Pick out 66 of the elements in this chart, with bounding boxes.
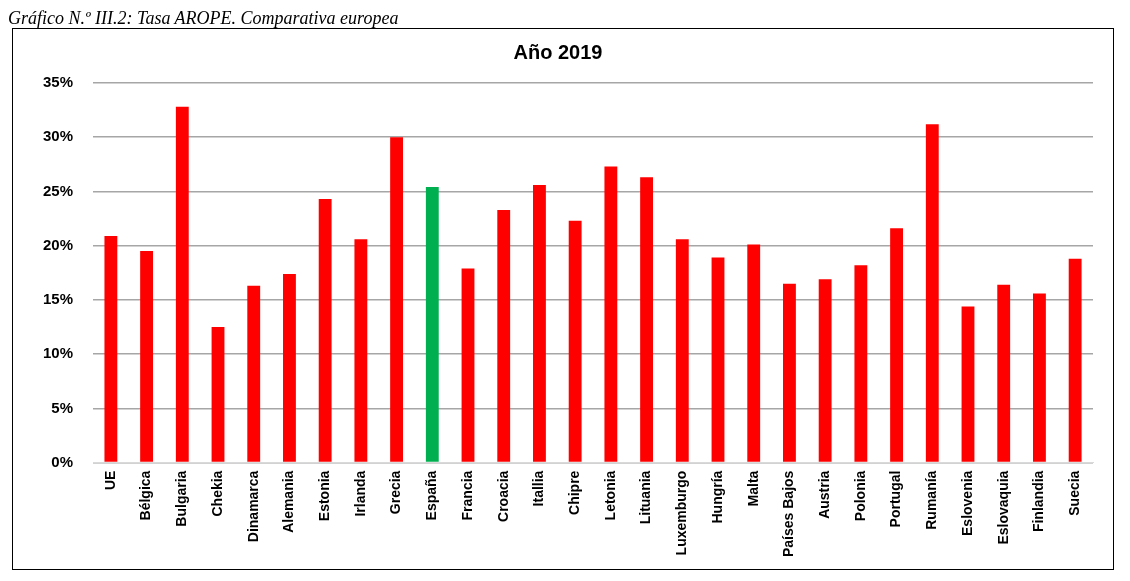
x-tick-label: Grecia [387, 470, 404, 515]
y-tick-label: 5% [51, 398, 74, 416]
x-tick-label: Eslovaquia [994, 470, 1011, 545]
bar [604, 166, 618, 462]
x-tick-label: España [423, 470, 440, 521]
bar [1033, 293, 1046, 462]
bar [818, 279, 832, 462]
y-tick-label: 15% [42, 290, 74, 308]
x-tick-label: Austria [816, 470, 833, 519]
bar [175, 106, 189, 462]
x-tick-label: Alemania [280, 470, 297, 533]
bar [247, 285, 261, 462]
bar [675, 239, 689, 462]
x-tick-label: Hungría [708, 470, 725, 524]
bar [783, 283, 796, 462]
x-tick-label: Chekia [208, 470, 225, 517]
bar [211, 327, 225, 462]
bar [104, 235, 118, 462]
bar [497, 209, 511, 462]
x-tick-label: Itallia [530, 470, 547, 507]
bar [354, 239, 368, 462]
x-tick-label: Portugal [887, 470, 904, 528]
bar [961, 306, 975, 462]
bar [461, 268, 475, 462]
x-tick-label: Finlandia [1030, 470, 1047, 533]
x-tick-label: Países Bajos [780, 470, 797, 557]
x-tick-label: UE [101, 470, 118, 491]
bar [1068, 258, 1082, 462]
x-tick-label: Lituania [637, 470, 654, 525]
y-tick-label: 20% [42, 235, 74, 253]
x-tick-label: Chipre [566, 470, 583, 515]
bar [925, 124, 939, 462]
x-tick-label: Suecia [1066, 470, 1082, 516]
y-tick-label: 30% [42, 127, 74, 145]
y-tick-label: 0% [51, 452, 74, 470]
x-tick-label: Malta [744, 470, 761, 507]
x-tick-label: Francia [458, 470, 475, 521]
y-tick-label: 25% [42, 181, 74, 199]
x-tick-label: Eslovenia [958, 470, 975, 536]
y-tick-label: 10% [42, 344, 74, 362]
bar [711, 257, 725, 462]
x-tick-label: Croacia [494, 470, 511, 522]
bar [890, 228, 903, 462]
x-tick-label: Bélgica [137, 470, 154, 521]
x-tick-label: Irlanda [351, 470, 368, 517]
bar [318, 199, 332, 462]
x-tick-label: Dinamarca [244, 470, 261, 543]
x-tick-label: Polonia [851, 470, 868, 522]
x-tick-label: Letonia [601, 470, 618, 521]
bar [997, 284, 1011, 462]
x-tick-label: Bulgaria [173, 470, 190, 527]
bar [640, 177, 654, 462]
bar [747, 244, 761, 462]
y-tick-label: 35% [42, 73, 74, 91]
bar [283, 273, 296, 462]
chart-title: Año 2019 [513, 40, 603, 63]
x-tick-label: Rumanía [923, 470, 940, 530]
x-tick-label: Estonia [316, 470, 333, 522]
bar [425, 187, 439, 462]
bar [854, 265, 868, 462]
bar [568, 220, 582, 462]
bar [390, 137, 404, 462]
text: Gráfico N.º III.2: Tasa AROPE. Comparativa europea [8, 8, 400, 28]
x-tick-label: Luxemburgo [673, 470, 690, 556]
bar [533, 184, 546, 462]
bar [140, 251, 154, 462]
